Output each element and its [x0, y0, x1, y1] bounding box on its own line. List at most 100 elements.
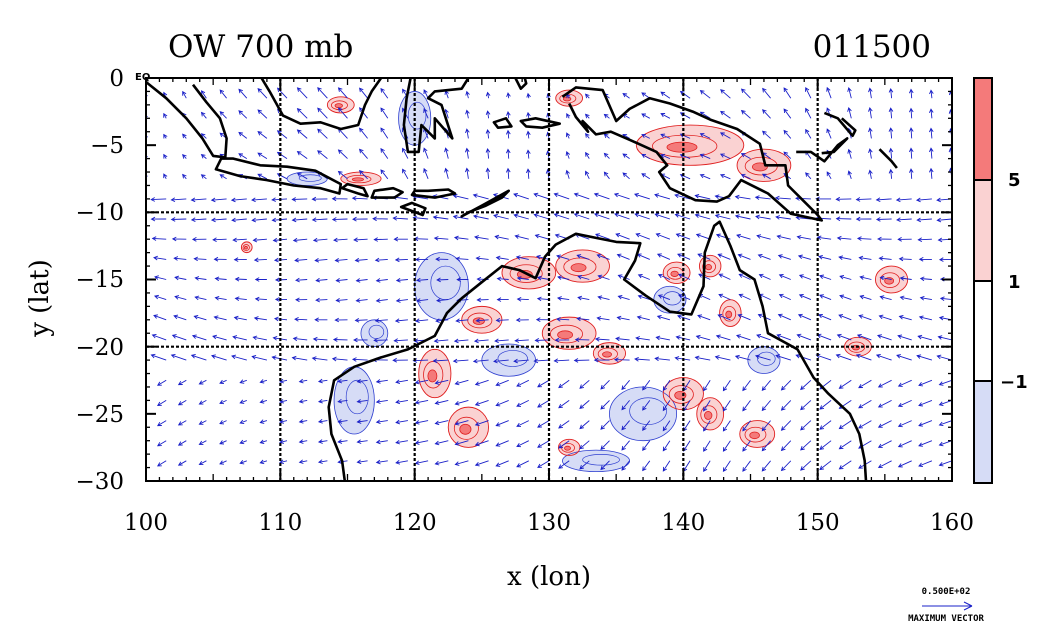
title-left: OW 700 mb [168, 29, 353, 65]
wind-vectors [146, 78, 952, 481]
colorbar-label: 1 [1008, 272, 1021, 293]
colorbar: 5 1 −1 [973, 77, 1028, 484]
coastline-seram [519, 117, 561, 129]
positive-ow-core [705, 264, 712, 271]
positive-ow-core [749, 431, 760, 440]
tick-marks [145, 77, 953, 482]
positive-ow-contour-inner [453, 416, 479, 440]
y-tick-label: −30 [75, 469, 124, 495]
vector-key: 0.500E+02 MAXIMUM VECTOR [908, 587, 984, 624]
negative-ow-contour-inner [298, 174, 322, 182]
positive-ow-contour [874, 265, 909, 294]
vector-key-magnitude: 0.500E+02 [922, 587, 971, 597]
title-right: 011500 [813, 29, 931, 65]
positive-ow-contour-inner [652, 134, 718, 158]
coastline-sumatra [146, 80, 228, 159]
negative-ow-contour-inner [497, 350, 528, 367]
x-tick-label: 150 [796, 510, 840, 536]
positive-ow-core [564, 445, 571, 451]
positive-ow-contour-inner [242, 244, 250, 251]
positive-ow-contour-inner [879, 272, 901, 288]
positive-ow-core [472, 317, 485, 325]
x-tick-label: 140 [661, 510, 705, 536]
positive-ow-contour [662, 261, 691, 284]
eq-marker: EQ [135, 72, 150, 83]
vector-key-label: MAXIMUM VECTOR [908, 614, 984, 624]
coastline-new-guinea [561, 86, 823, 222]
positive-ow-core [427, 369, 438, 383]
x-tick-label: 100 [124, 510, 168, 536]
positive-ow-core [334, 103, 343, 109]
colorbar-swatch-positive [974, 180, 992, 281]
negative-ow-contour-inner [345, 379, 369, 415]
colorbar-frame [973, 77, 993, 484]
positive-ow-contour [557, 438, 581, 456]
positive-ow-core [704, 411, 713, 420]
x-tick-labels: 100 110 120 130 140 150 160 [124, 510, 974, 536]
negative-ow-contour-inner [663, 291, 682, 306]
negative-ow-contour [360, 319, 389, 348]
coastline-kalimantan [260, 78, 383, 131]
coastline-halmahera [514, 78, 528, 90]
positive-ow-contour-inner [702, 260, 716, 273]
positive-ow-contour-inner [509, 264, 543, 283]
y-tick-label: −20 [75, 335, 124, 361]
y-tick-label: −10 [75, 200, 124, 226]
y-axis-label: y (lat) [25, 259, 55, 338]
positive-ow-contour [501, 256, 557, 290]
coastline-new-ireland [823, 111, 857, 138]
positive-ow-core [459, 423, 472, 435]
coastlines [146, 78, 898, 481]
positive-ow-contour [418, 348, 452, 399]
positive-ow-core [570, 263, 587, 273]
y-tick-labels: 0 −5 −10 −15 −20 −25 −30 [75, 66, 124, 495]
coastline-sumbawa [370, 186, 404, 199]
coastline-sumba [399, 201, 427, 217]
positive-ow-contour [447, 406, 489, 448]
negative-ow-contour-inner [629, 397, 667, 425]
colorbar-label: −1 [1000, 372, 1028, 393]
positive-ow-contour [240, 241, 253, 254]
x-tick-label: 120 [393, 510, 437, 536]
positive-ow-core [751, 162, 768, 172]
positive-ow-contour-inner [467, 312, 493, 329]
negative-ow-contour [414, 252, 469, 321]
y-tick-label: −15 [75, 267, 124, 293]
colorbar-swatch-strong-positive [974, 78, 992, 180]
coastline-bougainville [878, 148, 898, 169]
coastline-new-britain [796, 137, 849, 163]
wind-vector-field [146, 78, 952, 481]
positive-ow-contour [326, 96, 355, 114]
positive-ow-contour [699, 254, 722, 278]
x-tick-label: 160 [930, 510, 974, 536]
y-tick-label: −5 [90, 133, 124, 159]
positive-ow-core [670, 270, 679, 277]
positive-ow-contour [696, 397, 725, 431]
positive-ow-contour-inner [423, 361, 444, 389]
positive-ow-core [557, 330, 574, 340]
coastline-java [214, 157, 343, 195]
negative-ow-contour-inner [407, 101, 427, 130]
y-tick-label: −25 [75, 402, 124, 428]
positive-ow-contour [736, 148, 792, 182]
x-axis-label: x (lon) [507, 562, 591, 592]
positive-ow-contour [635, 124, 745, 166]
positive-ow-core [602, 351, 612, 358]
map-plot-area: EQ [135, 72, 953, 482]
coastline-sulawesi [402, 78, 470, 154]
coastline-australia [327, 220, 868, 481]
positive-ow-contour [739, 420, 776, 448]
positive-ow-contour-inner [722, 305, 737, 322]
colorbar-label: 5 [1008, 170, 1021, 191]
negative-ow-contour-inner [582, 454, 620, 466]
positive-ow-core [351, 177, 364, 182]
positive-ow-contour [541, 316, 597, 350]
positive-ow-contour-inner [668, 385, 694, 404]
y-tick-label: 0 [109, 66, 124, 92]
x-tick-label: 110 [258, 510, 302, 536]
positive-ow-contour [592, 342, 627, 365]
positive-ow-contour-inner [549, 324, 583, 344]
vector-key-arrowhead [963, 601, 973, 611]
negative-ow-contour-inner [757, 351, 776, 366]
